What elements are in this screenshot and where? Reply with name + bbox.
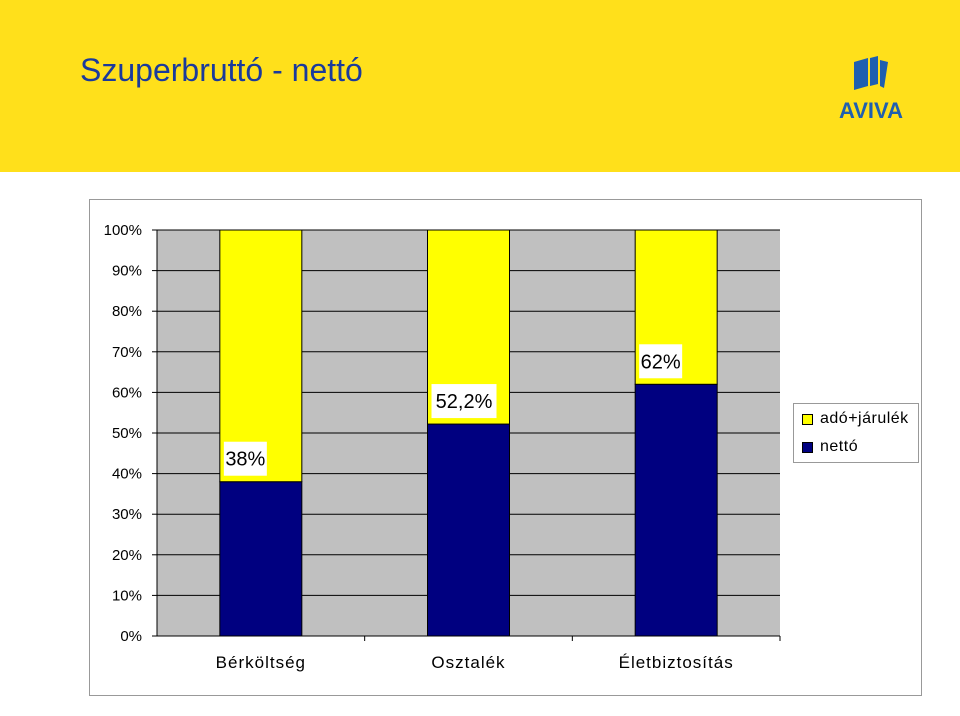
logo-flag-mid [870, 56, 878, 86]
y-tick-label: 50% [112, 425, 142, 442]
legend-item-netto: nettó [802, 438, 858, 456]
bar-netto [219, 481, 303, 637]
y-tick-label: 30% [112, 506, 142, 523]
y-tick-label: 60% [112, 384, 142, 401]
x-category-label: Életbiztosítás [619, 653, 734, 672]
y-tick-label: 80% [112, 303, 142, 320]
data-label: 52,2% [436, 391, 493, 413]
data-label: 38% [225, 449, 265, 471]
data-label-box [639, 344, 683, 379]
bar-netto [634, 383, 718, 637]
x-category-label: Bérköltség [216, 653, 306, 672]
bar-ado-jarulek [219, 229, 303, 483]
y-tick-label: 20% [112, 547, 142, 564]
legend-item-adojarulek: adó+járulék [802, 410, 909, 428]
legend-swatch-netto [802, 441, 813, 453]
header-band: Szuperbruttó - nettó AVIVA [0, 0, 960, 172]
logo-flag-right [880, 60, 888, 88]
legend-label-adojarulek: adó+járulék [820, 410, 909, 427]
y-tick-label: 0% [120, 628, 142, 645]
data-label-box [431, 384, 497, 419]
aviva-logo: AVIVA [839, 56, 903, 120]
chart-legend: adó+járulék nettó [793, 403, 919, 463]
legend-swatch-adojarulek [802, 413, 813, 425]
logo-text: AVIVA [839, 98, 903, 120]
y-tick-label: 70% [112, 344, 142, 361]
legend-label-netto: nettó [820, 438, 859, 455]
data-label: 62% [641, 351, 681, 373]
y-tick-label: 40% [112, 466, 142, 483]
x-category-label: Osztalék [431, 653, 505, 672]
y-tick-label: 100% [104, 222, 142, 239]
data-label-box [223, 441, 267, 476]
logo-flag-left [854, 58, 868, 90]
page-title: Szuperbruttó - nettó [80, 52, 363, 88]
y-tick-label: 90% [112, 263, 142, 280]
bar-netto [427, 423, 510, 637]
y-tick-label: 10% [112, 587, 142, 604]
